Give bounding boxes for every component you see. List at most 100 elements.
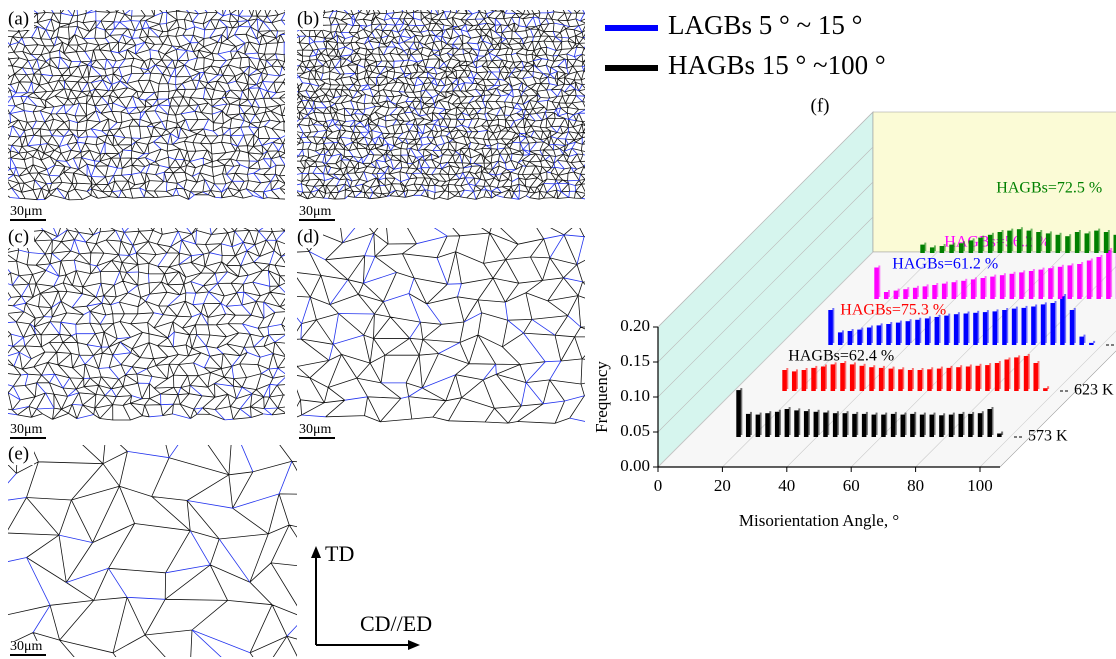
bar [920, 244, 925, 253]
bar-side [856, 411, 859, 435]
legend-label: HAGBs 15 ° ~100 ° [668, 50, 886, 80]
bar-side [890, 322, 893, 343]
grid-line [657, 251, 874, 468]
bar [948, 414, 954, 437]
bar-side [1001, 230, 1004, 251]
bar-side [919, 317, 922, 343]
bar [932, 285, 937, 299]
bar-side [1037, 361, 1040, 389]
x-axis-title: Misorientation Angle, ° [739, 511, 899, 530]
bar [941, 283, 947, 299]
bar [912, 287, 918, 299]
bar [924, 318, 930, 345]
bar-side [1035, 304, 1038, 343]
bar-side [1001, 431, 1004, 435]
bar [893, 290, 899, 299]
bar [990, 276, 995, 299]
annotation: HAGBs=62.4 % [788, 348, 894, 365]
bar-side [885, 412, 888, 435]
bar-side [957, 312, 960, 343]
bar [1086, 260, 1092, 299]
bar [811, 367, 816, 391]
bar-side [1083, 334, 1086, 343]
bar-side [827, 410, 830, 435]
bar [1023, 356, 1029, 391]
scale-bg [8, 424, 48, 440]
bar [917, 370, 923, 391]
grain-map [297, 228, 585, 424]
bar [842, 413, 848, 437]
bar [946, 367, 952, 391]
bar [985, 365, 990, 391]
bar-side [1025, 305, 1028, 343]
bar-side [873, 365, 876, 389]
bar [898, 369, 903, 391]
bar-side [769, 411, 772, 435]
bar-side [1064, 294, 1067, 343]
bar-side [952, 412, 955, 435]
bar [736, 390, 741, 437]
lagb-network [297, 228, 585, 422]
bar-side [1008, 357, 1011, 389]
micro-panel: (e) 30μm [8, 443, 297, 657]
lagb-network [8, 10, 285, 201]
label-bg [297, 228, 323, 248]
bar [944, 315, 949, 345]
bar-side [844, 361, 847, 389]
bar [782, 370, 787, 391]
bar-side [863, 363, 866, 389]
bar-side [1027, 354, 1030, 389]
bar-side [991, 232, 994, 251]
bar-side [832, 308, 835, 343]
y-tick-label: 0.15 [620, 351, 650, 370]
bar-side [945, 281, 948, 297]
bar [963, 313, 969, 345]
annotation: HAGBs=75.3 % [840, 302, 946, 319]
bar [803, 411, 809, 437]
bar [1009, 273, 1015, 299]
back-wall [872, 111, 1116, 253]
x-tick-label: 100 [967, 476, 993, 495]
bar-side [962, 411, 965, 435]
bar [910, 413, 915, 437]
bar-side [846, 411, 849, 435]
panel-label: (f) [811, 95, 830, 116]
bar [859, 365, 865, 391]
bar [999, 275, 1005, 299]
bar-side [1090, 258, 1093, 297]
scale-bg [297, 424, 337, 440]
hagb-network [8, 445, 297, 657]
bar [968, 413, 973, 437]
bar [982, 312, 988, 345]
scale-bg [8, 206, 48, 222]
bar [1031, 306, 1036, 345]
grid-line [657, 181, 874, 398]
annotation: HAGBs=61.2 % [892, 256, 998, 273]
bar [1057, 266, 1063, 299]
bar-side [865, 411, 868, 435]
bar [1011, 308, 1017, 345]
bar [1016, 229, 1022, 253]
bar [1021, 307, 1026, 345]
td-arrow-head [311, 546, 321, 558]
bar [915, 319, 920, 345]
bar [1014, 357, 1019, 391]
bar [874, 267, 879, 299]
micro-panel: (a) 30μm [8, 8, 285, 222]
bar-side [969, 364, 972, 389]
grain-map [8, 10, 285, 201]
bar-side [1100, 255, 1103, 297]
bar [958, 243, 964, 253]
bar [958, 413, 963, 437]
series: 623 K HAGBs=75.3 % [782, 302, 1114, 399]
bar-side [892, 366, 895, 389]
bar [973, 312, 978, 345]
bar-side [878, 265, 881, 297]
bar [1038, 269, 1044, 299]
bar-side [926, 284, 929, 297]
bar [905, 321, 911, 345]
bar [869, 367, 874, 391]
panel-label: (e) [8, 443, 29, 464]
